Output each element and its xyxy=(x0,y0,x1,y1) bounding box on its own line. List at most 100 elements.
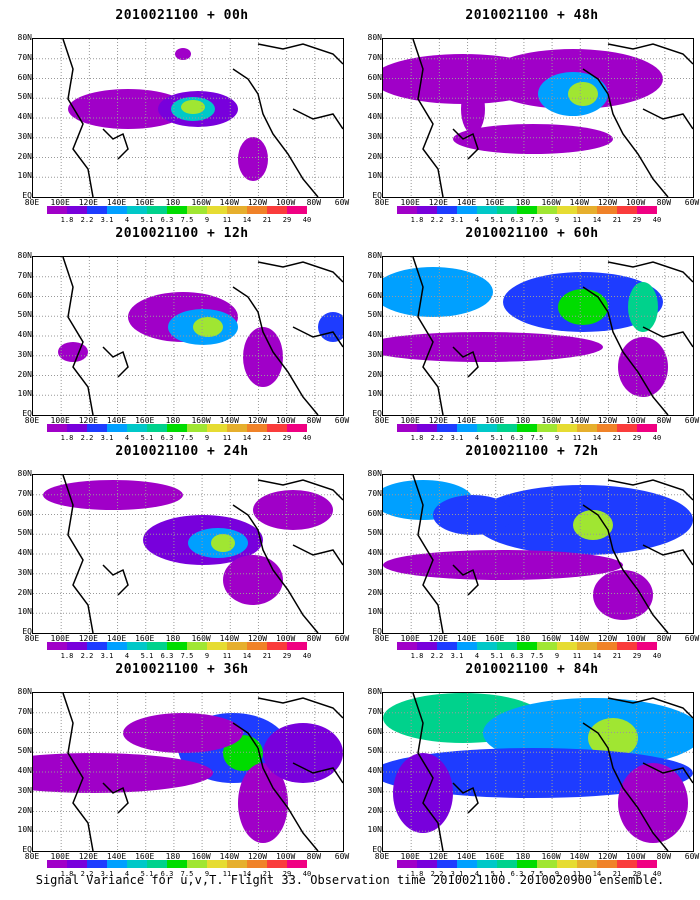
latitude-label: 40N xyxy=(367,548,382,557)
colorbar-label: 29 xyxy=(632,434,642,442)
variance-shading xyxy=(43,480,183,510)
latitude-label: 60N xyxy=(17,508,32,518)
colorbar-swatch xyxy=(87,860,107,868)
latitude-label: 40N xyxy=(17,766,32,775)
coastline xyxy=(642,762,693,784)
longitude-label: 60W xyxy=(334,634,350,643)
latitude-label: 80N xyxy=(17,687,32,696)
colorbar-label: 4 xyxy=(474,870,480,878)
latitude-label: 30N xyxy=(367,131,382,141)
latitude-label: 30N xyxy=(367,785,382,795)
latitude-label: 60N xyxy=(367,72,382,82)
colorbar-swatch xyxy=(167,860,187,868)
colorbar-label: 11 xyxy=(572,434,582,442)
variance-shading xyxy=(243,327,283,387)
colorbar-label: 6.3 xyxy=(510,652,524,660)
latitude-label: 70N xyxy=(367,52,382,62)
longitude-label: 140E xyxy=(106,852,127,861)
colorbar-label: 3.1 xyxy=(100,216,114,224)
variance-shading xyxy=(383,550,623,580)
colorbar-label: 14 xyxy=(592,216,602,224)
colorbar-swatch xyxy=(417,642,437,650)
longitude-label: 60W xyxy=(334,852,350,861)
longitude-label: 140W xyxy=(219,416,239,425)
colorbar-label: 14 xyxy=(242,434,252,442)
colorbar-label: 7.5 xyxy=(180,652,194,660)
colorbar-swatch xyxy=(517,206,537,214)
coastline xyxy=(292,326,343,348)
coastline xyxy=(62,693,94,851)
longitude-label: 160E xyxy=(485,634,505,643)
colorbar-label: 5.1 xyxy=(140,434,154,442)
map-plot xyxy=(32,692,344,852)
colorbar-label: 14 xyxy=(242,652,252,660)
latitude-label: EQ xyxy=(22,191,32,200)
longitude-label: 100W xyxy=(275,198,296,207)
panel-24h: 2010021100 + 24h 80N 70N 60N 50N 40N 30N 20N 10N… xyxy=(12,444,352,660)
colorbar-label: 21 xyxy=(612,434,622,442)
longitude-label: 160E xyxy=(135,634,155,643)
panel-00h: 2010021100 + 00h 80N 70N 60N 50N 40N 30N 20N 10N… xyxy=(12,8,352,224)
colorbar-label: 4 xyxy=(474,652,480,660)
colorbar-label: 5.1 xyxy=(490,870,504,878)
latitude-label: 70N xyxy=(367,270,382,280)
panel-title: 2010021100 + 72h xyxy=(465,444,599,459)
variance-shading xyxy=(393,753,453,833)
colorbar-swatch xyxy=(577,424,597,432)
colorbar-label: 6.3 xyxy=(160,652,174,660)
longitude-label: 80E xyxy=(374,852,390,861)
colorbar-swatch xyxy=(187,424,207,432)
longitude-label: 120E xyxy=(428,852,448,861)
colorbar-label: 14 xyxy=(242,216,252,224)
latitude-label: 20N xyxy=(367,369,382,379)
colorbar-swatch xyxy=(477,860,497,868)
longitude-label: 100W xyxy=(275,852,296,861)
colorbar-label: 1.8 xyxy=(60,652,74,660)
coastline xyxy=(607,479,693,501)
longitude-label: 140W xyxy=(569,634,589,643)
latitude-label: 50N xyxy=(17,92,32,102)
longitude-label: 120E xyxy=(428,198,448,207)
coastline xyxy=(452,564,479,596)
latitude-label: 40N xyxy=(367,330,382,339)
coastline xyxy=(62,475,94,633)
variance-shading xyxy=(593,570,653,620)
colorbar-label: 11 xyxy=(572,870,582,878)
colorbar-swatch xyxy=(517,424,537,432)
colorbar-swatch xyxy=(247,642,267,650)
colorbar-swatch xyxy=(497,424,517,432)
colorbar-swatch xyxy=(637,642,657,650)
variance-shading xyxy=(461,84,485,134)
coastline xyxy=(232,504,319,633)
colorbar-swatch xyxy=(147,206,167,214)
longitude-label: 120W xyxy=(597,852,618,861)
latitude-label: 30N xyxy=(367,567,382,577)
longitude-label: 140E xyxy=(456,852,477,861)
map-plot xyxy=(32,474,344,634)
coastline xyxy=(62,39,94,197)
colorbar-swatch xyxy=(67,206,87,214)
longitude-label: 140W xyxy=(569,416,589,425)
colorbar-label: 29 xyxy=(632,216,642,224)
map-plot xyxy=(382,256,694,416)
colorbar-swatch xyxy=(287,206,307,214)
panel-12h: 2010021100 + 12h 80N 70N 60N 50N 40N 30N 20N 10N… xyxy=(12,226,352,442)
colorbar-label: 21 xyxy=(262,434,272,442)
latitude-label: 30N xyxy=(17,349,32,359)
figure-caption: Signal Variance for u,v,T. Flight 33. Ob… xyxy=(35,873,665,887)
longitude-label: 140W xyxy=(569,198,589,207)
latitude-label: 60N xyxy=(367,290,382,300)
latitude-label: 50N xyxy=(367,746,382,756)
colorbar-swatch xyxy=(127,642,147,650)
colorbar-label: 2.2 xyxy=(430,870,444,878)
colorbar-label: 9 xyxy=(554,434,560,442)
colorbar-swatch xyxy=(537,424,557,432)
longitude-label: 60W xyxy=(334,416,350,425)
coastline xyxy=(232,286,319,415)
coastline xyxy=(582,68,669,197)
coastline xyxy=(452,346,479,378)
colorbar-label: 40 xyxy=(652,870,662,878)
colorbar-label: 11 xyxy=(222,870,232,878)
colorbar-swatch xyxy=(637,860,657,868)
longitude-label: 120W xyxy=(247,198,268,207)
